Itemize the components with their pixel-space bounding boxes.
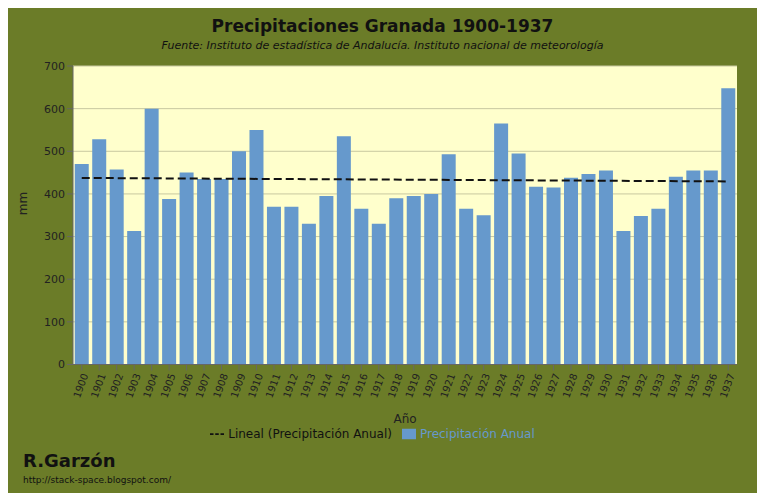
svg-text:1900: 1900 (71, 372, 90, 400)
svg-text:1905: 1905 (159, 372, 178, 400)
svg-text:1937: 1937 (718, 372, 737, 400)
svg-text:Año: Año (393, 412, 416, 426)
svg-text:1909: 1909 (229, 372, 248, 400)
svg-text:700: 700 (44, 60, 65, 73)
svg-text:1926: 1926 (526, 372, 545, 400)
html-text:Precipitación Anual: Precipitación Anual (419, 426, 535, 441)
svg-text:1914: 1914 (316, 372, 335, 400)
svg-text:1928: 1928 (561, 372, 580, 400)
html-text:Lineal (Precipitación Anual): Lineal (Precipitación Anual) (228, 426, 392, 441)
svg-text:1911: 1911 (263, 372, 282, 400)
svg-text:1910: 1910 (246, 372, 265, 400)
svg-text:1935: 1935 (683, 372, 702, 400)
svg-text:1901: 1901 (89, 372, 108, 400)
svg-text:1908: 1908 (211, 372, 230, 400)
svg-text:1936: 1936 (700, 372, 719, 400)
svg-text:1917: 1917 (368, 372, 387, 400)
svg-text:500: 500 (44, 145, 65, 158)
svg-text:1922: 1922 (456, 372, 475, 400)
html-text:R.Garzón: R.Garzón (23, 450, 116, 471)
svg-text:1932: 1932 (630, 372, 649, 400)
svg-text:1902: 1902 (106, 372, 125, 400)
svg-text:1923: 1923 (473, 372, 492, 400)
svg-text:1912: 1912 (281, 372, 300, 400)
html-text:Precipitaciones Granada 1900-1: Precipitaciones Granada 1900-1937 (211, 16, 554, 36)
svg-text:600: 600 (44, 103, 65, 116)
svg-text:1915: 1915 (333, 372, 352, 400)
svg-text:1927: 1927 (543, 372, 562, 400)
svg-text:1934: 1934 (665, 372, 684, 400)
svg-text:100: 100 (44, 316, 65, 329)
svg-text:1913: 1913 (298, 372, 317, 400)
svg-text:1929: 1929 (578, 372, 597, 400)
svg-text:300: 300 (44, 230, 65, 243)
svg-text:1903: 1903 (124, 372, 143, 400)
html-text:http://stack-space.blogspot.co: http://stack-space.blogspot.com/ (23, 475, 171, 485)
svg-text:1930: 1930 (595, 372, 614, 400)
svg-text:1919: 1919 (403, 372, 422, 400)
svg-text:200: 200 (44, 273, 65, 286)
svg-text:400: 400 (44, 188, 65, 201)
svg-text:mm: mm (16, 192, 30, 215)
svg-text:1904: 1904 (141, 372, 160, 400)
svg-text:1933: 1933 (648, 372, 667, 400)
svg-text:1924: 1924 (491, 372, 510, 400)
svg-text:0: 0 (58, 358, 65, 371)
svg-text:1925: 1925 (508, 372, 527, 400)
html-text:Fuente: Instituto de estadísti: Fuente: Instituto de estadística de Anda… (161, 39, 604, 52)
svg-text:1907: 1907 (194, 372, 213, 400)
svg-text:1916: 1916 (351, 372, 370, 400)
svg-text:1918: 1918 (386, 372, 405, 400)
svg-text:1921: 1921 (438, 372, 457, 400)
svg-text:1931: 1931 (613, 372, 632, 400)
svg-text:1906: 1906 (176, 372, 195, 400)
svg-text:1920: 1920 (421, 372, 440, 400)
